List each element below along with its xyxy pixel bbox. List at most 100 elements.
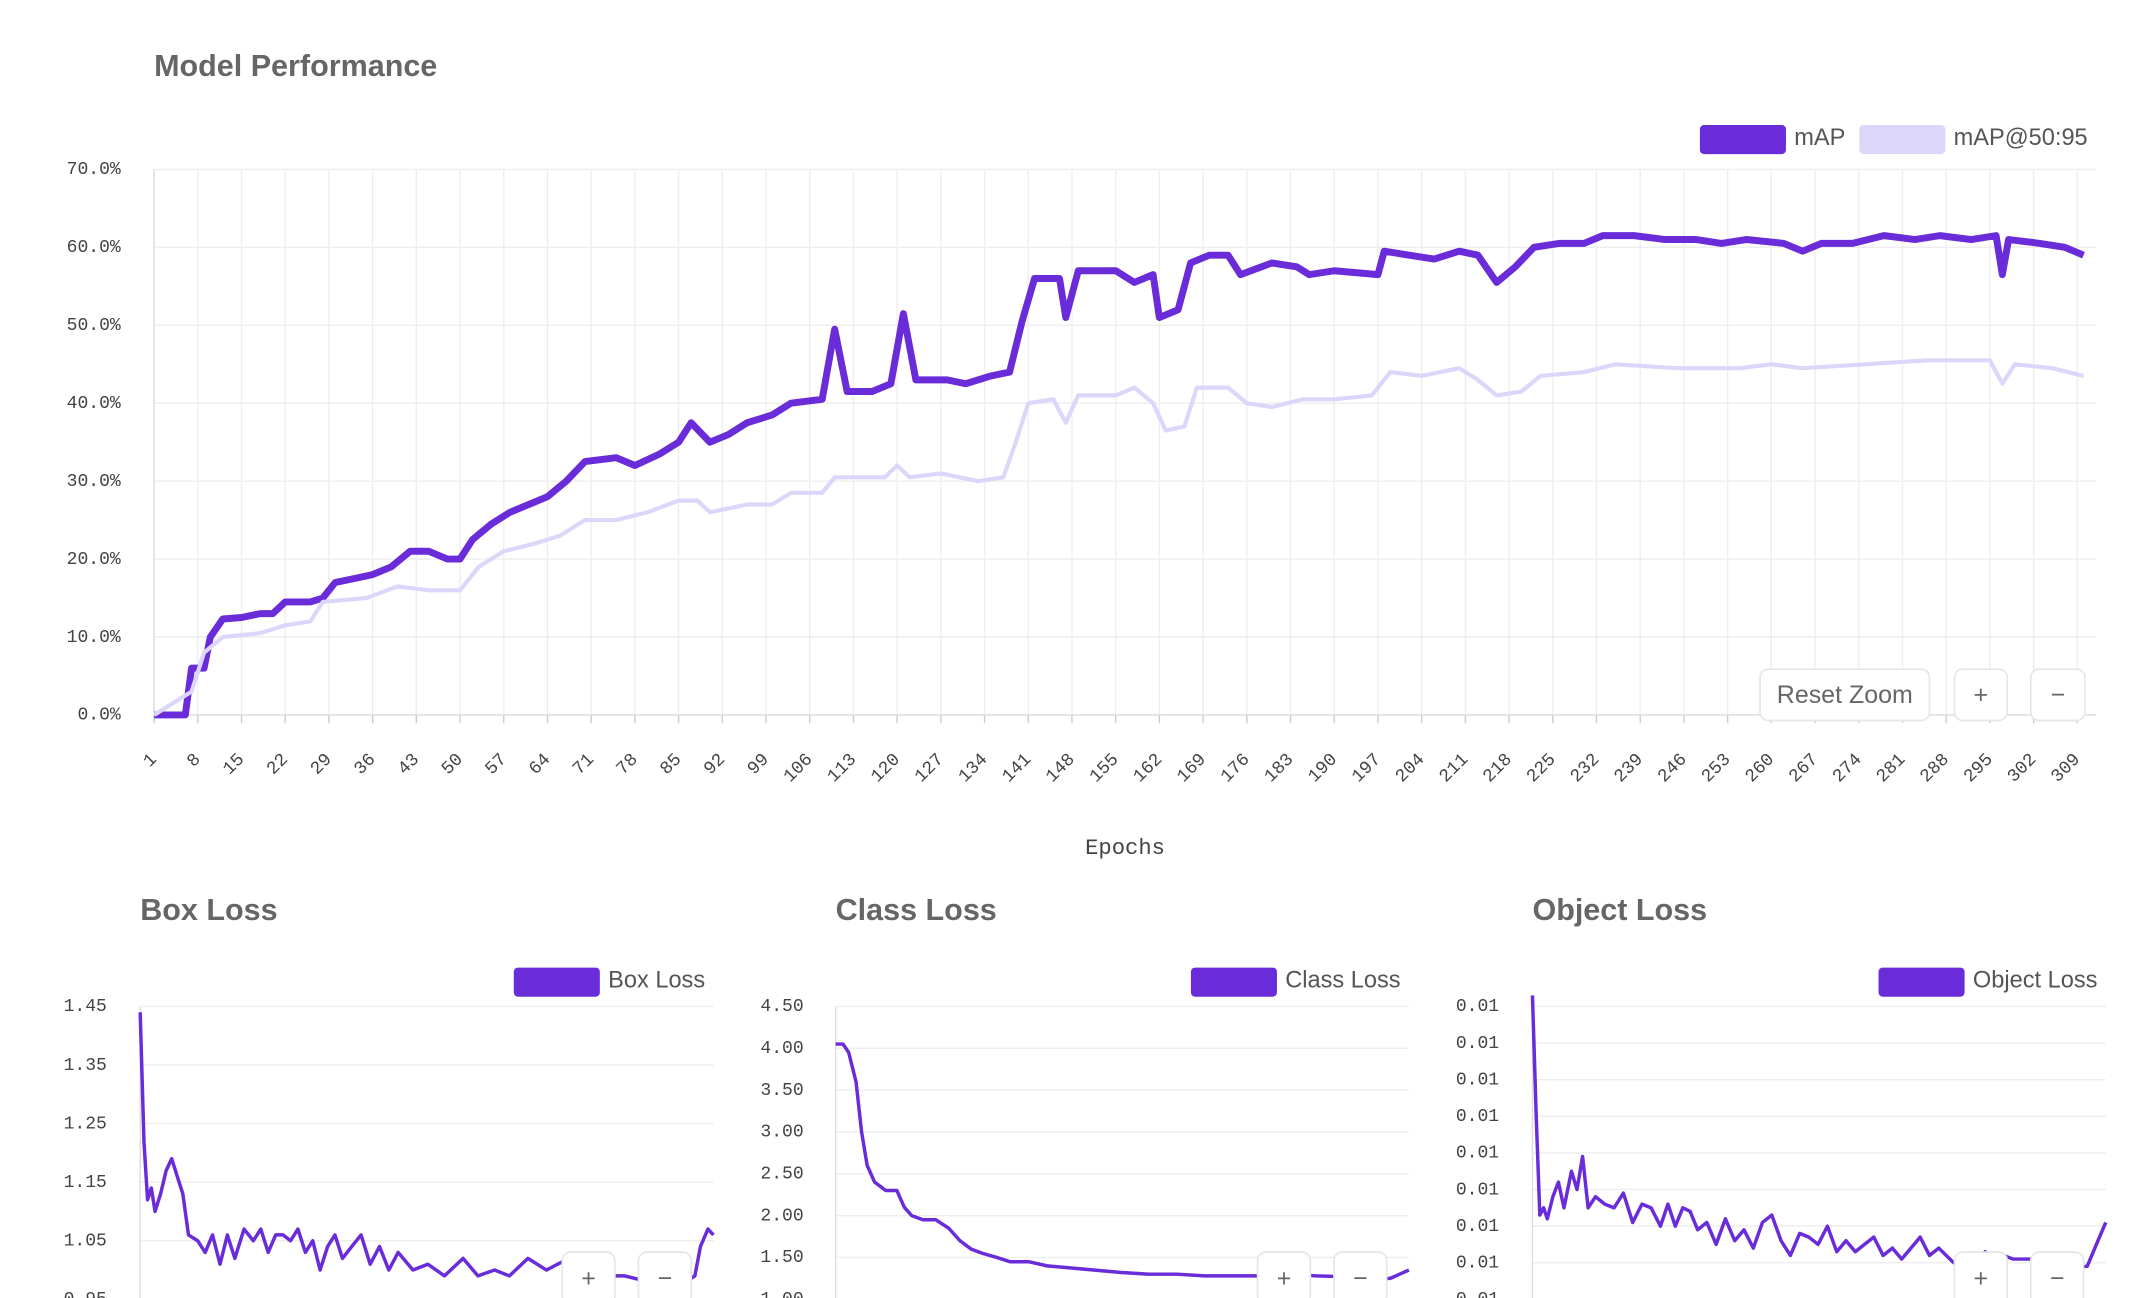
y-tick-label: 0.01 (1456, 1107, 1499, 1127)
legend-swatch (513, 967, 600, 997)
x-tick-label: 204 (1392, 750, 1429, 787)
y-tick-label: 4.00 (760, 1039, 803, 1059)
zoom-out-button[interactable] (2029, 668, 2086, 722)
zoom-in-button-label[interactable]: + (1974, 1264, 1989, 1292)
x-tick-label: 29 (307, 750, 336, 779)
legend-label: mAP (1794, 124, 1845, 150)
zoom-in-button[interactable] (1256, 1251, 1312, 1298)
chart-title: Class Loss (836, 893, 997, 927)
y-tick-label: 50.0% (67, 316, 121, 336)
chart-title: Object Loss (1532, 893, 1707, 927)
y-tick-label: 4.50 (760, 997, 803, 1017)
x-tick-label: 225 (1523, 750, 1560, 787)
x-tick-label: 190 (1305, 750, 1342, 787)
y-tick-label: 70.0% (67, 160, 121, 180)
zoom-in-button-label[interactable]: + (1974, 681, 1989, 709)
y-tick-label: 2.00 (760, 1206, 803, 1226)
x-tick-label: 64 (526, 750, 555, 779)
y-tick-label: 2.50 (760, 1165, 803, 1185)
x-tick-label: 134 (955, 750, 992, 787)
zoom-in-button[interactable] (561, 1251, 616, 1298)
x-tick-label: 197 (1348, 750, 1385, 787)
y-tick-label: 30.0% (67, 472, 121, 492)
y-tick-label: 0.01 (1456, 1217, 1499, 1237)
x-axis-label: Epochs (1085, 836, 1165, 861)
legend-label: Box Loss (608, 967, 705, 993)
zoom-out-button[interactable] (637, 1251, 693, 1298)
x-tick-label: 50 (438, 750, 467, 779)
x-tick-label: 8 (184, 750, 206, 772)
x-tick-label: 113 (824, 750, 861, 787)
x-tick-label: 309 (2048, 750, 2085, 787)
y-tick-label: 0.01 (1456, 1034, 1499, 1054)
x-tick-label: 43 (394, 750, 423, 779)
y-tick-label: 0.01 (1456, 1070, 1499, 1090)
x-tick-label: 120 (868, 750, 905, 787)
zoom-in-button-label[interactable]: + (581, 1264, 596, 1292)
legend-label: Class Loss (1285, 967, 1400, 993)
y-tick-label: 3.50 (760, 1081, 803, 1101)
x-tick-label: 211 (1436, 750, 1473, 787)
chart-title: Box Loss (140, 893, 277, 927)
x-tick-label: 260 (1742, 750, 1779, 787)
x-tick-label: 267 (1786, 750, 1823, 787)
y-tick-label: 1.45 (64, 997, 107, 1017)
x-tick-label: 148 (1042, 750, 1079, 787)
zoom-out-button-label[interactable]: − (1353, 1264, 1368, 1292)
y-tick-label: 0.01 (1456, 1290, 1499, 1298)
x-tick-label: 15 (220, 750, 249, 779)
chart-title: Model Performance (154, 49, 437, 83)
zoom-out-button[interactable] (1333, 1251, 1388, 1298)
x-tick-label: 22 (263, 750, 292, 779)
y-tick-label: 1.50 (760, 1248, 803, 1268)
reset-zoom-button-label[interactable]: Reset Zoom (1777, 681, 1913, 709)
x-tick-label: 288 (1917, 750, 1954, 787)
x-tick-label: 281 (1873, 750, 1910, 787)
zoom-out-button-label[interactable]: − (658, 1264, 673, 1292)
x-tick-label: 106 (780, 750, 817, 787)
y-tick-label: 0.01 (1456, 997, 1499, 1017)
y-tick-label: 0.01 (1456, 1180, 1499, 1200)
zoom-in-button[interactable] (1953, 668, 2009, 722)
legend-swatch (1190, 967, 1277, 997)
x-tick-label: 232 (1567, 750, 1604, 787)
x-tick-label: 99 (744, 750, 773, 779)
x-tick-label: 36 (351, 750, 380, 779)
x-tick-label: 162 (1130, 750, 1167, 787)
x-tick-label: 155 (1086, 750, 1123, 787)
x-tick-label: 85 (657, 750, 686, 779)
zoom-out-button[interactable] (2029, 1251, 2085, 1298)
x-tick-label: 183 (1261, 750, 1298, 787)
y-tick-label: 1.15 (64, 1173, 107, 1193)
x-tick-label: 127 (911, 750, 948, 787)
y-tick-label: 0.01 (1456, 1144, 1499, 1164)
x-tick-label: 1 (140, 750, 162, 772)
legend-swatch (1699, 124, 1786, 155)
x-tick-label: 218 (1480, 750, 1517, 787)
y-tick-label: 1.25 (64, 1114, 107, 1134)
zoom-in-button[interactable] (1953, 1251, 2009, 1298)
x-tick-label: 92 (700, 750, 729, 779)
reset-zoom-button[interactable] (1759, 668, 1931, 722)
x-tick-label: 57 (482, 750, 511, 779)
zoom-out-button-label[interactable]: − (2051, 681, 2066, 709)
series-line (835, 1042, 1410, 1281)
legend-swatch (1878, 967, 1965, 997)
y-tick-label: 1.35 (64, 1056, 107, 1076)
y-tick-label: 1.05 (64, 1232, 107, 1252)
x-tick-label: 246 (1654, 750, 1691, 787)
series-line (152, 358, 2085, 717)
legend-swatch (1859, 124, 1946, 155)
y-tick-label: 10.0% (67, 628, 121, 648)
x-tick-label: 239 (1611, 750, 1648, 787)
zoom-in-button-label[interactable]: + (1277, 1264, 1292, 1292)
y-tick-label: 20.0% (67, 550, 121, 570)
x-tick-label: 253 (1698, 750, 1735, 787)
x-tick-label: 302 (2004, 750, 2041, 787)
x-tick-label: 169 (1174, 750, 1211, 787)
x-tick-label: 78 (613, 750, 642, 779)
y-tick-label: 0.0% (77, 706, 120, 726)
x-tick-label: 141 (999, 750, 1036, 787)
zoom-out-button-label[interactable]: − (2050, 1264, 2065, 1292)
